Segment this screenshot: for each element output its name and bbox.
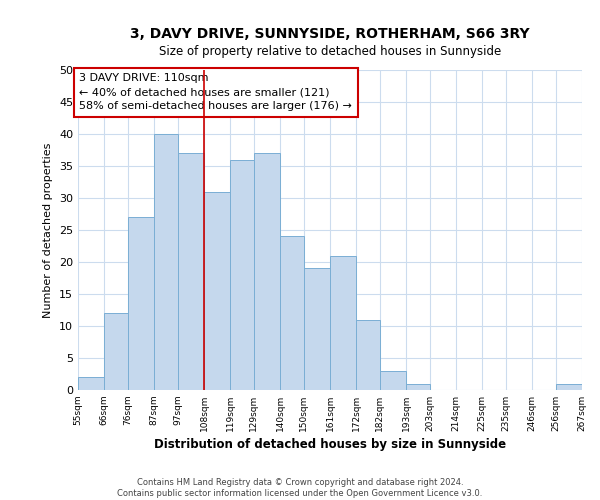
Text: Contains HM Land Registry data © Crown copyright and database right 2024.
Contai: Contains HM Land Registry data © Crown c… <box>118 478 482 498</box>
Bar <box>78 377 104 390</box>
Bar <box>204 192 230 390</box>
Bar <box>304 268 330 390</box>
Bar <box>356 320 380 390</box>
Bar <box>330 256 356 390</box>
X-axis label: Distribution of detached houses by size in Sunnyside: Distribution of detached houses by size … <box>154 438 506 451</box>
Text: 3 DAVY DRIVE: 110sqm
← 40% of detached houses are smaller (121)
58% of semi-deta: 3 DAVY DRIVE: 110sqm ← 40% of detached h… <box>79 73 352 111</box>
Bar <box>280 236 304 390</box>
Y-axis label: Number of detached properties: Number of detached properties <box>43 142 53 318</box>
Bar <box>406 384 430 390</box>
Bar <box>380 371 406 390</box>
Text: Size of property relative to detached houses in Sunnyside: Size of property relative to detached ho… <box>159 45 501 58</box>
Bar <box>254 153 280 390</box>
Bar <box>556 384 582 390</box>
Bar <box>104 313 128 390</box>
Bar <box>128 217 154 390</box>
Bar <box>154 134 178 390</box>
Text: 3, DAVY DRIVE, SUNNYSIDE, ROTHERHAM, S66 3RY: 3, DAVY DRIVE, SUNNYSIDE, ROTHERHAM, S66… <box>130 28 530 42</box>
Bar <box>230 160 254 390</box>
Bar <box>178 153 204 390</box>
